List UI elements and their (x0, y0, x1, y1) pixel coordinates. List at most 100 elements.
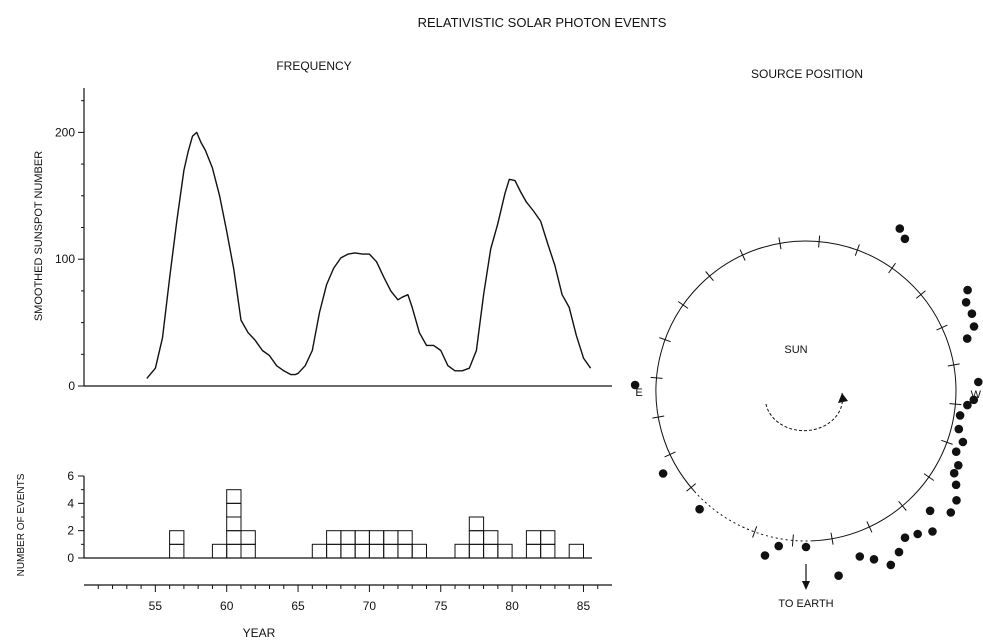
event-count-box (226, 530, 242, 545)
sun-limb-tick (791, 534, 794, 547)
event-count-box (311, 543, 328, 559)
events-axes: 0 2 4 6 55 60 65 70 75 80 85 (67, 469, 612, 613)
event-source-dot (895, 224, 905, 233)
event-source-dot (630, 380, 640, 390)
sun-limb-arc (811, 404, 956, 542)
source-position-panel-title: SOURCE POSITION (751, 67, 863, 81)
event-source-dot (955, 411, 965, 420)
event-source-dot (969, 395, 979, 405)
event-source-dot (900, 533, 910, 542)
event-count-box (525, 530, 542, 545)
earth-arrow-head (802, 581, 810, 590)
event-count-box (169, 543, 185, 559)
event-count-box (211, 543, 228, 559)
sunspot-y-tick-label: 0 (68, 379, 75, 393)
event-count-box (483, 530, 499, 545)
event-source-dot (886, 560, 896, 570)
events-y-tick-label: 2 (67, 524, 74, 538)
event-count-box (540, 543, 556, 559)
sun-limb-dashed-arc (742, 526, 812, 542)
event-source-dot (946, 508, 956, 517)
event-source-dot (900, 234, 910, 244)
sunspot-axes: 0 100 200 (55, 88, 612, 393)
event-count-box (525, 543, 542, 559)
event-source-dot (949, 468, 959, 478)
year-tick-label: 55 (149, 599, 163, 613)
event-source-dot (951, 447, 961, 457)
event-count-box (568, 543, 585, 559)
sun-limb-tick (854, 244, 860, 256)
sun-limb-tick (830, 532, 834, 545)
event-count-box (368, 543, 385, 559)
event-count-box (326, 530, 342, 545)
event-count-box (169, 530, 185, 545)
event-count-box (468, 516, 485, 532)
events-y-axis-label: NUMBER OF EVENTS (16, 473, 27, 576)
event-count-box (240, 543, 256, 559)
sun-limb-arc (655, 240, 957, 492)
year-tick-label: 75 (434, 599, 448, 613)
sun-limb-tick (915, 290, 926, 299)
event-count-box (226, 516, 242, 532)
sun-limb-tick (664, 451, 676, 458)
sun-limb-tick (650, 376, 663, 379)
sun-limb-tick (686, 483, 697, 492)
event-source-dot (855, 552, 865, 561)
event-count-box (226, 543, 242, 559)
event-source-dot (967, 309, 977, 319)
sun-limb-tick (659, 337, 671, 343)
event-count-box (340, 543, 356, 559)
event-source-dot (962, 334, 972, 343)
west-limb-label: W (971, 389, 982, 401)
event-count-box (483, 543, 499, 559)
sun-limb-tick (677, 301, 689, 309)
sun-limb-tick (818, 235, 821, 248)
sun-limb-tick (866, 521, 873, 533)
events-y-tick-label: 4 (67, 496, 74, 510)
event-count-box (383, 543, 399, 559)
event-source-dot (954, 461, 963, 470)
sun-limb-dashed-arc (694, 491, 755, 533)
event-count-box (468, 543, 485, 559)
sun-limb-tick (739, 249, 746, 261)
sun-limb-tick (947, 363, 960, 367)
event-source-dot (834, 571, 843, 580)
sunspot-line-chart: 0 100 200 SMOOTHED SUNSPOT NUMBER (33, 88, 612, 393)
sunspot-y-tick-label: 100 (55, 252, 75, 266)
event-source-dot (963, 400, 972, 410)
event-positions (630, 224, 983, 580)
event-source-dot (961, 298, 971, 307)
events-y-tick-label: 0 (67, 551, 74, 565)
event-source-dot (952, 496, 961, 505)
event-source-dot (954, 424, 964, 434)
event-count-box (383, 530, 399, 545)
sun-limb-tick (949, 403, 962, 406)
event-count-box (354, 543, 370, 559)
frequency-panel-title: FREQUENCY (276, 59, 351, 73)
event-source-dot (925, 506, 935, 516)
sun-limb-tick (898, 500, 907, 511)
year-tick-label: 70 (363, 599, 377, 613)
year-tick-label: 65 (291, 599, 305, 613)
event-count-box (497, 543, 513, 559)
year-tick-label: 80 (505, 599, 519, 613)
event-source-dot (913, 529, 922, 539)
sun-limb-tick (941, 439, 953, 445)
sun-limb-tick (778, 237, 782, 250)
sun-label: SUN (784, 344, 807, 356)
to-earth-label: TO EARTH (778, 598, 833, 610)
sun-limb-tick (652, 415, 665, 419)
event-count-box (397, 543, 413, 559)
figure-title: RELATIVISTIC SOLAR PHOTON EVENTS (418, 15, 667, 30)
events-y-tick-label: 6 (67, 469, 74, 483)
sun-disk-outline (650, 235, 962, 590)
sun-limb-tick (888, 262, 896, 274)
event-source-dot (969, 322, 979, 331)
source-position-diagram: SUN E W TO EARTH (630, 224, 983, 610)
event-source-dot (928, 527, 937, 536)
sunspot-y-tick-label: 200 (55, 125, 75, 139)
year-tick-label: 60 (220, 599, 234, 613)
sun-limb-tick (752, 526, 758, 538)
event-count-box (340, 530, 356, 545)
